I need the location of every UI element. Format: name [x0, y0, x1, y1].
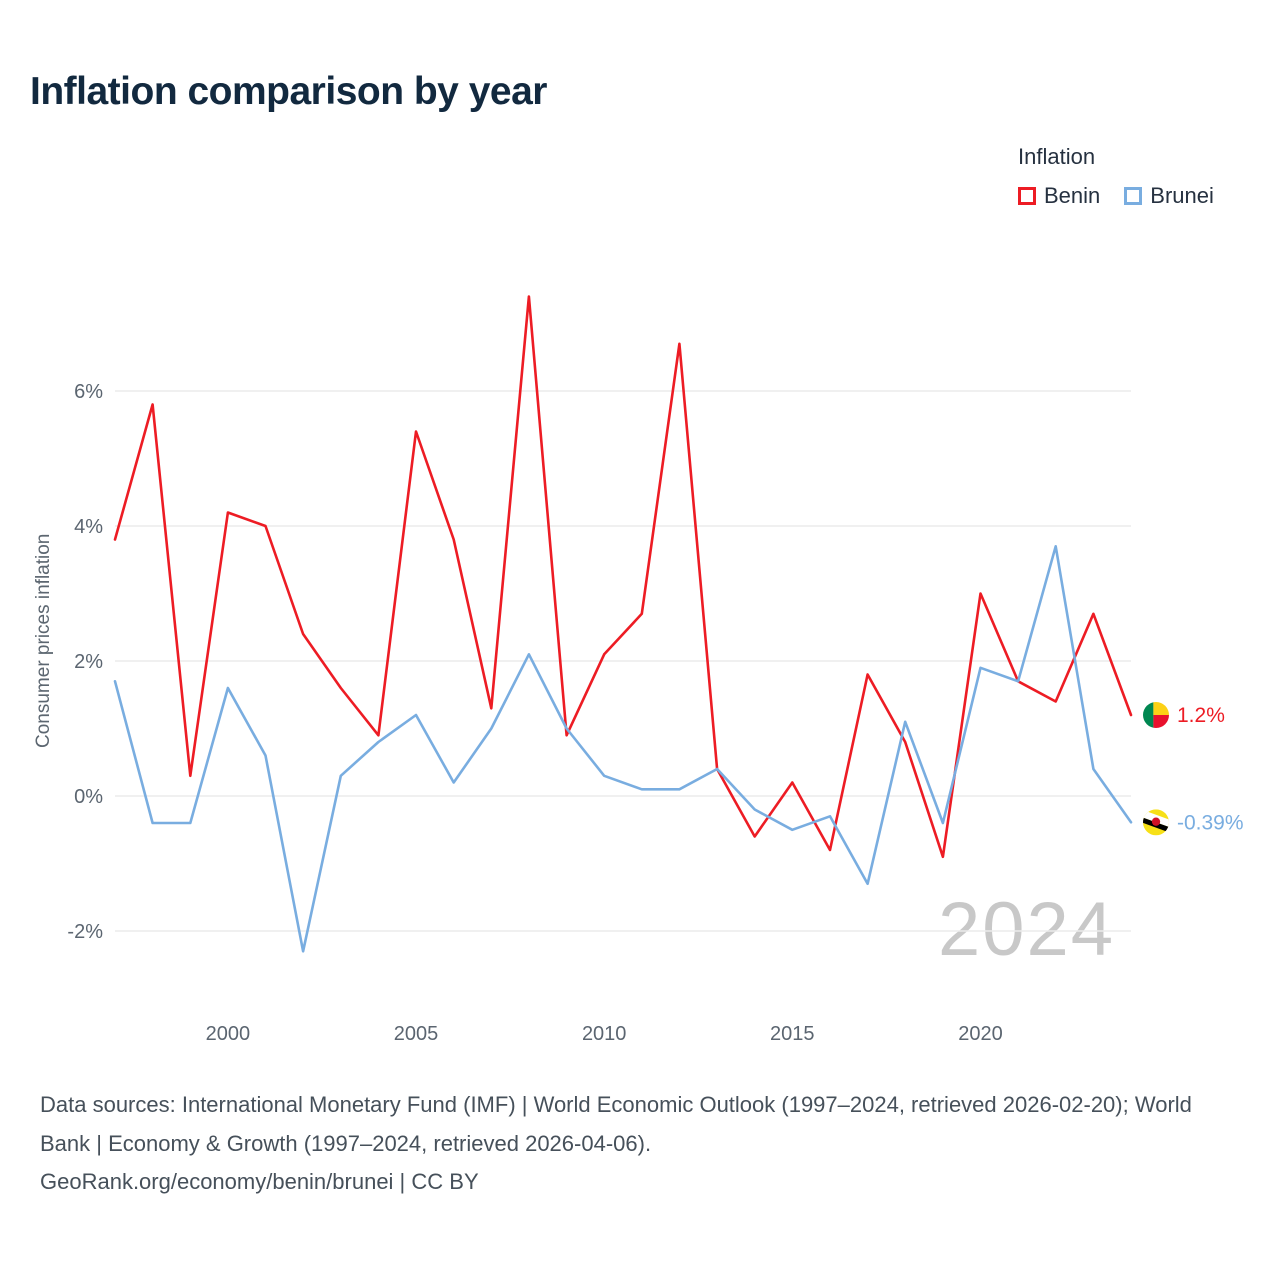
footer: Data sources: International Monetary Fun… — [40, 1086, 1240, 1202]
benin-flag-icon — [1143, 702, 1169, 728]
x-tick-label: 2000 — [206, 1023, 251, 1045]
brunei-end-value-label: -0.39% — [1177, 811, 1244, 834]
attribution-text: GeoRank.org/economy/benin/brunei | CC BY — [40, 1169, 479, 1194]
brunei-line[interactable] — [113, 544, 1133, 953]
x-tick-label: 2005 — [394, 1023, 439, 1045]
brunei-series-swatch-icon — [1124, 187, 1143, 205]
benin-line[interactable] — [113, 295, 1133, 859]
y-tick-label: 0% — [74, 786, 103, 808]
benin-end-value-label: 1.2% — [1177, 704, 1225, 727]
data-sources-text: Data sources: International Monetary Fun… — [40, 1092, 1192, 1156]
brunei-flag-icon — [1143, 809, 1169, 836]
legend-title: Inflation — [1018, 144, 1096, 169]
legend-items: Benin Brunei — [1018, 183, 1214, 209]
legend-item-brunei[interactable]: Brunei — [1124, 183, 1214, 209]
legend-item-benin[interactable]: Benin — [1018, 183, 1100, 209]
legend-label-brunei: Brunei — [1150, 183, 1214, 208]
benin-series-swatch-icon — [1018, 187, 1036, 205]
x-tick-label: 2015 — [770, 1023, 815, 1045]
legend: Inflation Benin Brunei — [1018, 144, 1214, 209]
y-tick-label: 4% — [74, 516, 103, 538]
y-tick-label: 2% — [74, 651, 103, 673]
x-tick-label: 2020 — [958, 1023, 1003, 1045]
x-tick-label: 2010 — [582, 1023, 627, 1045]
y-tick-label: 6% — [74, 381, 103, 403]
watermark-year: 2024 — [938, 887, 1116, 972]
y-tick-label: -2% — [67, 921, 103, 943]
page-title: Inflation comparison by year — [30, 70, 547, 113]
legend-label-benin: Benin — [1044, 183, 1101, 208]
